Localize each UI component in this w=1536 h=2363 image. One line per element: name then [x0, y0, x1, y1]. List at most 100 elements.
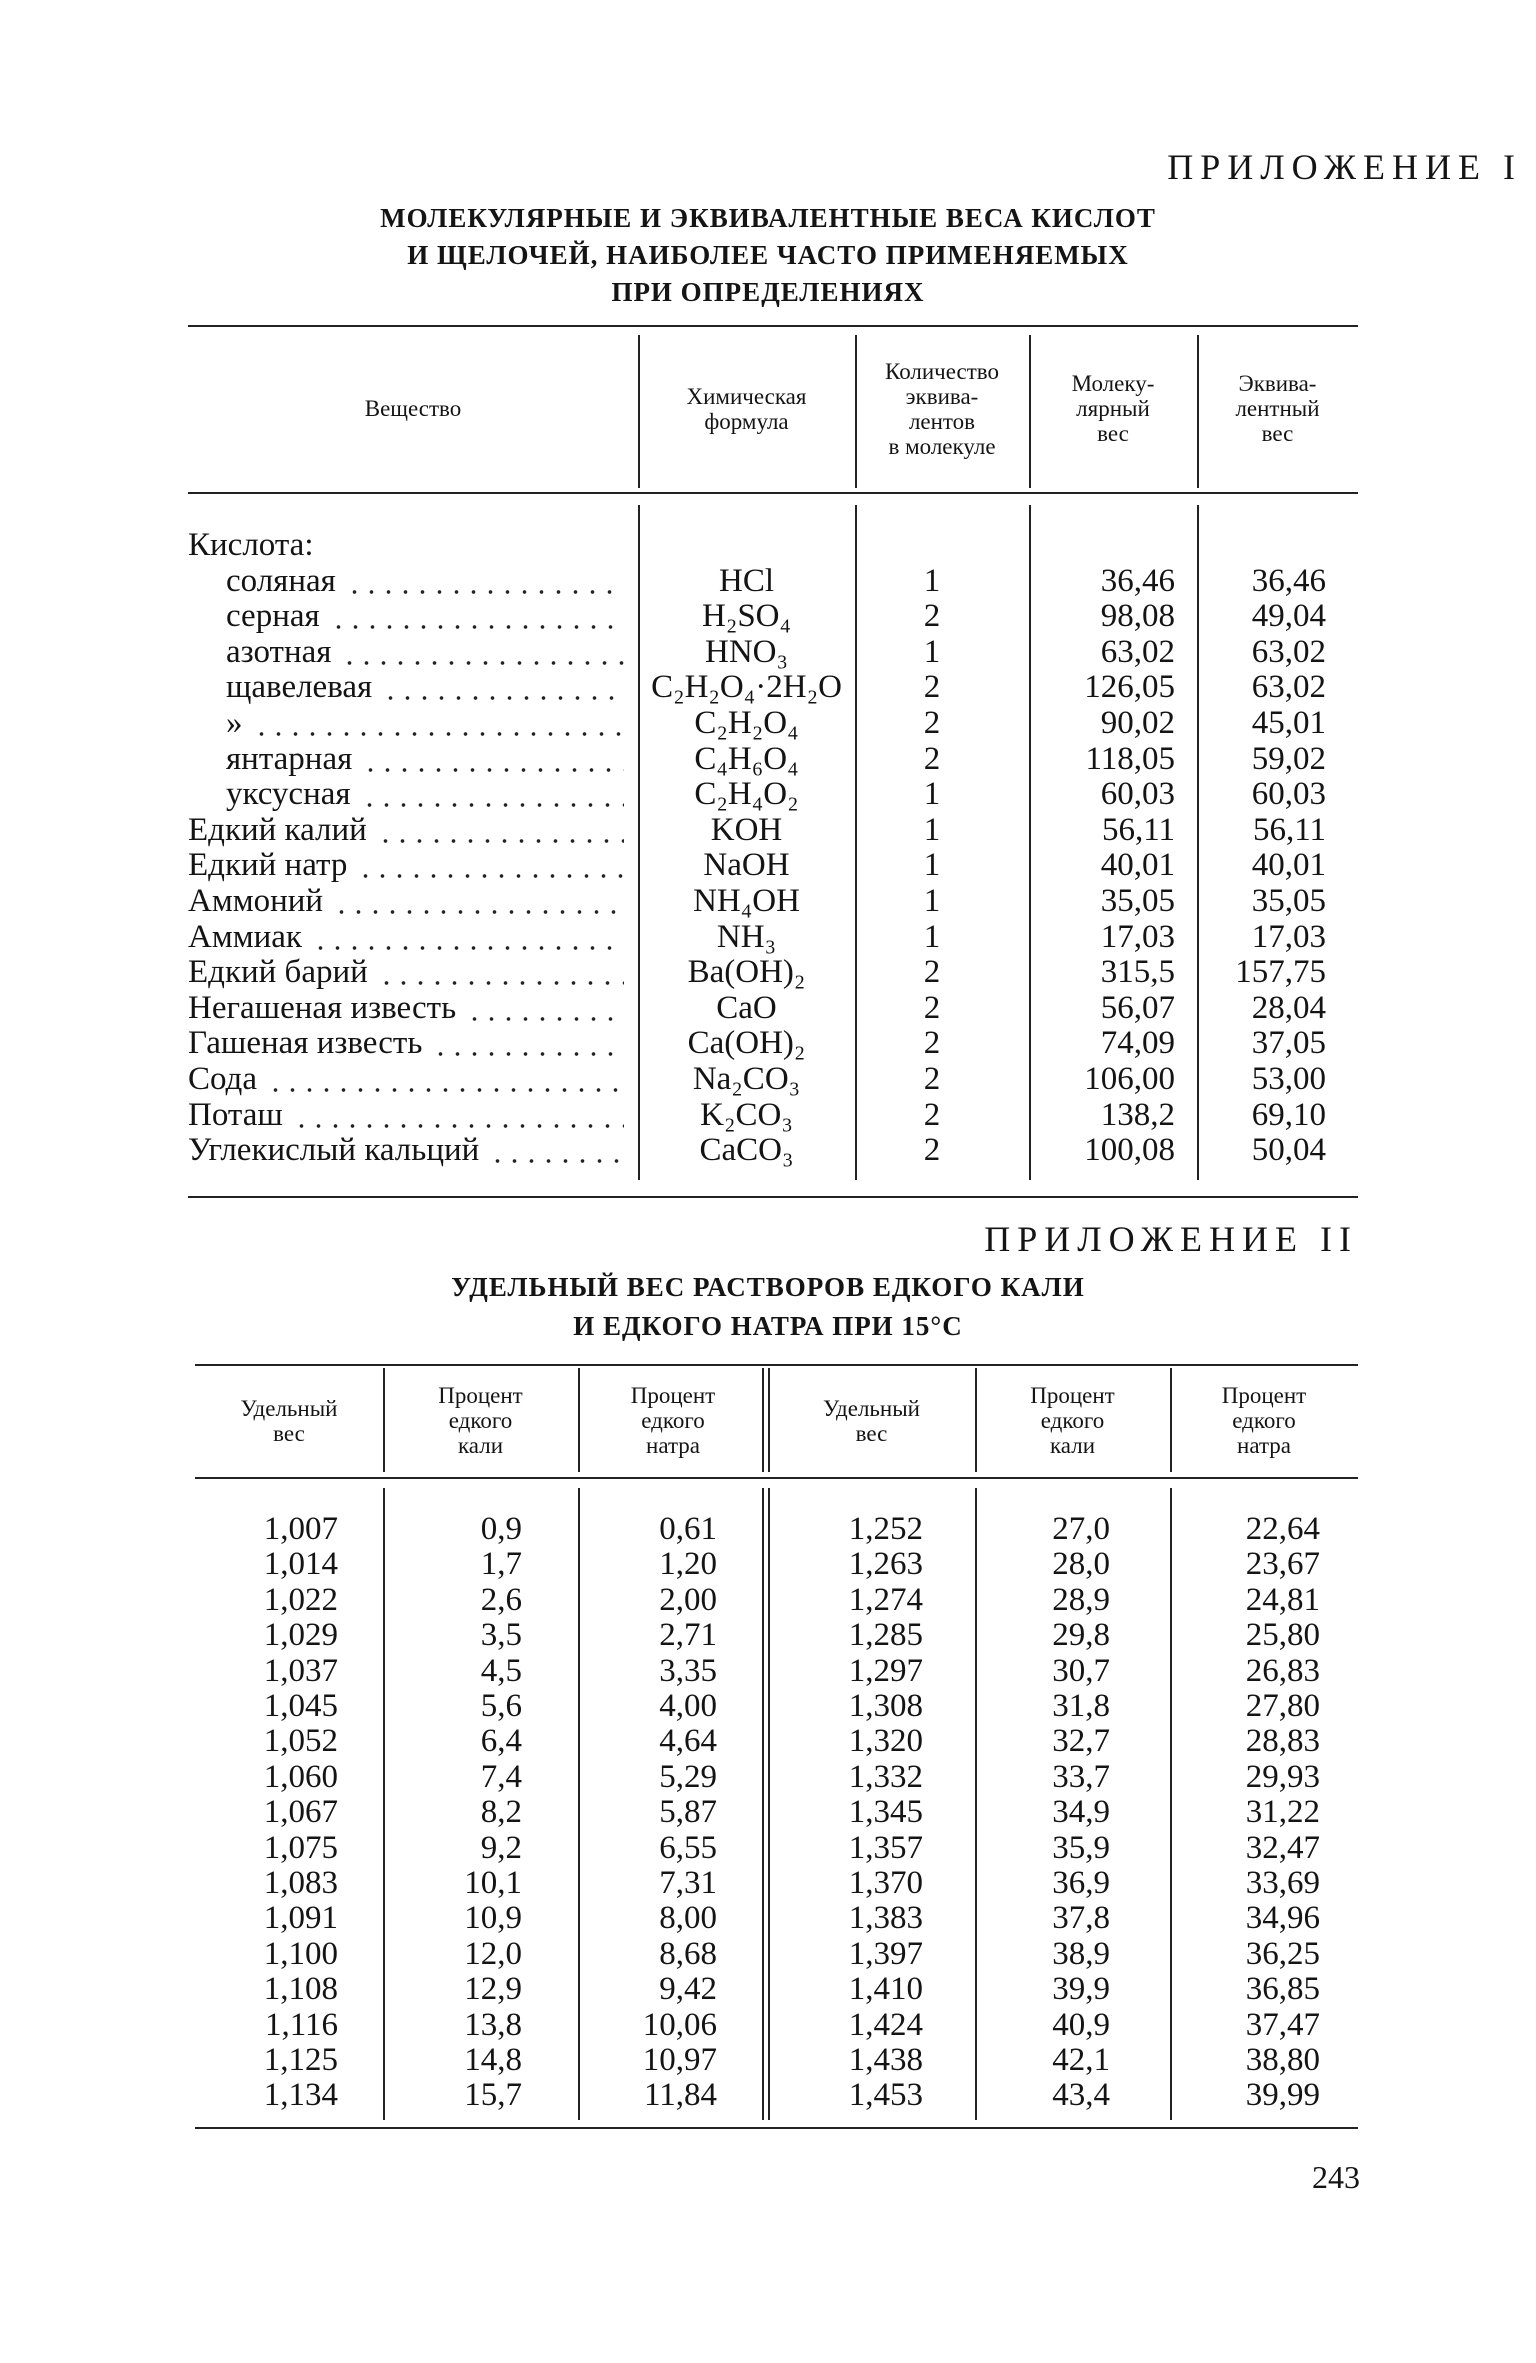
table-cell: 1,091 [263, 1900, 338, 1937]
equivalents: 2 [923, 954, 941, 991]
header-text: кали [1049, 1433, 1096, 1458]
header-cell: Удельный вес [768, 1396, 975, 1446]
column-divider [1170, 1488, 1172, 2120]
substance-name: Негашеная известь [188, 989, 457, 1026]
column-divider [855, 335, 857, 488]
table-cell: 6,55 [659, 1829, 717, 1866]
table-cell: 37,47 [1245, 2006, 1320, 2043]
table-cell: 10,9 [464, 1900, 522, 1937]
dot-leader [377, 955, 624, 991]
substance-name: Гашеная известь [188, 1025, 423, 1062]
table-cell: 26,83 [1245, 1652, 1320, 1689]
table-row: соляная HCl 1 36,46 36,46 [0, 562, 1536, 600]
rule [188, 325, 1358, 327]
name-cell: уксусная [226, 776, 638, 813]
name-cell: Аммоний [188, 884, 638, 919]
equivalent-weight: 69,10 [1251, 1096, 1326, 1133]
column-divider [638, 335, 640, 488]
header-cell: Удельный вес [195, 1396, 383, 1446]
equivalents: 1 [923, 633, 941, 670]
substance-name: азотная [226, 633, 332, 670]
table-cell: 25,80 [1245, 1617, 1320, 1654]
table-cell: 33,7 [1052, 1758, 1110, 1795]
substance-name: » [226, 705, 243, 741]
table-row: 1,091 10,9 8,00 1,383 37,8 34,96 [0, 1901, 1536, 1936]
table-cell: 0,61 [659, 1511, 717, 1547]
page-number: 243 [1312, 2159, 1360, 2195]
name-cell: Поташ [188, 1097, 638, 1133]
substance-name: Сода [188, 1061, 257, 1097]
dot-leader [362, 741, 624, 777]
table-cell: 28,9 [1052, 1581, 1110, 1618]
column-divider [762, 1368, 764, 1472]
table-cell: 15,7 [464, 2077, 522, 2114]
dot-leader [333, 884, 624, 919]
column-divider [1170, 1368, 1172, 1472]
table-cell: 39,99 [1245, 2077, 1320, 2114]
table-cell: 33,69 [1245, 1865, 1320, 1901]
table-row: янтарная C₄H₆O₄ 2 118,05 59,02 [0, 740, 1536, 778]
table-cell: 32,47 [1245, 1829, 1320, 1866]
table-cell: 3,35 [659, 1652, 717, 1689]
table-cell: 1,308 [848, 1688, 923, 1724]
table-row: Едкий натр NaOH 1 40,01 40,01 [0, 848, 1536, 884]
table-cell: 1,014 [263, 1546, 338, 1583]
formula: C₄H₆O₄ [694, 740, 799, 777]
formula: HCl [718, 562, 774, 599]
equivalent-weight: 63,02 [1251, 633, 1326, 670]
table-row: 1,108 12,9 9,42 1,410 39,9 36,85 [0, 1972, 1536, 2007]
table-cell: 1,029 [263, 1617, 338, 1654]
formula: K₂CO₃ [700, 1096, 793, 1133]
equivalent-weight: 36,46 [1251, 562, 1326, 599]
appendix-heading: ПРИЛОЖЕНИЕ I [1167, 147, 1522, 187]
table-cell: 5,29 [659, 1758, 717, 1795]
table-cell: 1,453 [848, 2077, 923, 2114]
header-text: лентов [908, 408, 976, 434]
table-cell: 28,0 [1052, 1546, 1110, 1583]
molecular-weight: 40,01 [1100, 847, 1175, 884]
header-cell: Химическая формула [638, 384, 855, 434]
column-divider [1029, 505, 1031, 1180]
table-cell: 1,125 [263, 2042, 338, 2078]
equivalent-weight: 40,01 [1251, 847, 1326, 884]
header-text: едкого [1232, 1408, 1296, 1433]
header-cell: Процент едкого натра [578, 1383, 768, 1458]
dot-leader [376, 812, 624, 848]
formula: Ca(OH)₂ [687, 1025, 806, 1062]
equivalents: 2 [923, 1025, 941, 1062]
rule [195, 1477, 1358, 1479]
table-cell: 5,6 [480, 1688, 522, 1724]
formula: Na₂CO₃ [692, 1061, 801, 1097]
table-cell: 10,97 [642, 2042, 717, 2078]
table-row: Поташ K₂CO₃ 2 138,2 69,10 [0, 1096, 1536, 1134]
table-row: 1,060 7,4 5,29 1,332 33,7 29,93 [0, 1758, 1536, 1795]
name-cell: Сода [188, 1062, 638, 1097]
substance-name: соляная [226, 562, 336, 599]
table-cell: 1,397 [848, 1935, 923, 1972]
table-cell: 1,060 [263, 1758, 338, 1795]
substance-name: уксусная [226, 776, 351, 813]
name-cell: серная [226, 599, 638, 635]
table-cell: 1,410 [848, 1971, 923, 2008]
table-cell: 24,81 [1245, 1581, 1320, 1618]
table-cell: 38,9 [1052, 1935, 1110, 1972]
table-cell: 1,383 [848, 1900, 923, 1937]
table-cell: 0,9 [480, 1511, 522, 1547]
equivalents: 2 [923, 1132, 941, 1169]
table-cell: 1,297 [848, 1652, 923, 1689]
formula: CaCO₃ [699, 1132, 794, 1169]
table-cell: 37,8 [1052, 1900, 1110, 1937]
table-cell: 34,96 [1245, 1900, 1320, 1937]
substance-name: Углекислый кальций [188, 1132, 480, 1169]
table-cell: 1,007 [263, 1511, 338, 1547]
equivalents: 1 [923, 811, 941, 848]
table-cell: 8,2 [480, 1794, 522, 1831]
column-divider [578, 1488, 580, 2120]
table-cell: 35,9 [1052, 1829, 1110, 1866]
molecular-weight: 35,05 [1100, 883, 1175, 919]
table-cell: 38,80 [1245, 2042, 1320, 2078]
substance-name: Аммиак [188, 918, 302, 955]
table-cell: 4,64 [659, 1723, 717, 1760]
molecular-weight: 63,02 [1100, 633, 1175, 670]
table-cell: 7,4 [480, 1758, 522, 1795]
